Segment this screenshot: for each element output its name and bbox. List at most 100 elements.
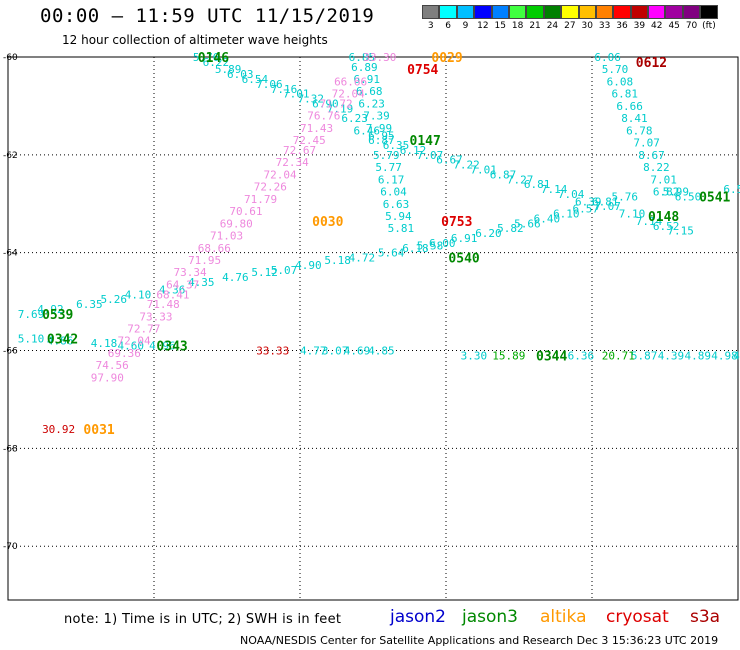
wave-height-value: 4.10 [125, 288, 152, 301]
wave-height-value: 69.36 [108, 347, 141, 360]
wave-height-value: 6.00 [429, 237, 456, 250]
wave-height-value: 64.37 [166, 278, 199, 291]
wave-height-value: 6.35 [383, 139, 410, 152]
wave-height-value: 30.92 [42, 423, 75, 436]
wave-height-value: 74.56 [96, 359, 129, 372]
wave-height-value: 7.32 [298, 93, 325, 106]
legend-s3a: s3a [690, 607, 721, 627]
wave-height-value: 7.06 [256, 78, 283, 91]
wave-height-value: 71.79 [244, 193, 277, 206]
wave-height-value: 7.14 [636, 215, 663, 228]
color-scale-label: 3 [427, 21, 434, 31]
wave-height-value: 6.52 [653, 220, 680, 233]
color-scale-swatch [439, 5, 457, 19]
wave-height-value: 4.43 [733, 349, 740, 362]
wave-height-value: 70.61 [229, 205, 262, 218]
legend-altika: altika [540, 607, 587, 627]
wave-height-value: 5.77 [375, 161, 402, 174]
wave-height-value: 4.86 [47, 335, 74, 348]
wave-height-value: 7.16 [271, 83, 298, 96]
wave-height-value: 6.63 [383, 198, 410, 211]
wave-height-map[interactable]: -60-62-64-66-68-70-120-117-114-111-108-1… [0, 0, 740, 605]
wave-height-value: 6.82 [653, 186, 680, 199]
wave-height-value: 4.98 [711, 349, 738, 362]
wave-height-value: 7.19 [327, 102, 354, 115]
wave-height-value: 6.54 [242, 73, 269, 86]
color-scale-swatch [456, 5, 475, 19]
wave-height-value: 73.33 [139, 310, 172, 323]
pass-time-label: 0753 [441, 215, 472, 230]
wave-height-value: 5.76 [193, 51, 220, 64]
wave-height-value: 6.18 [402, 242, 429, 255]
wave-height-value: 6.08 [607, 75, 634, 88]
wave-height-value: 6.23 [341, 112, 368, 125]
wave-height-value: 6.35 [76, 298, 103, 311]
wave-height-value: 4.18 [91, 337, 118, 350]
wave-height-value: 6.06 [594, 51, 621, 64]
wave-height-value: 71.43 [300, 122, 333, 135]
legend-cryosat: cryosat [606, 607, 669, 627]
wave-height-value: 4.69 [344, 345, 371, 358]
wave-height-value: 6.87 [368, 134, 395, 147]
credit-line: NOAA/NESDIS Center for Satellite Applica… [240, 634, 719, 647]
pass-time-label: 0146 [198, 51, 229, 66]
wave-height-value: 72.04 [332, 88, 365, 101]
wave-height-value: 4.60 [118, 340, 145, 353]
wave-height-value: 4.36 [159, 283, 186, 296]
color-scale-label: 39 [633, 21, 646, 31]
wave-height-value: 5.89 [215, 63, 242, 76]
map-frame [7, 56, 739, 601]
pass-time-label: 0540 [448, 252, 479, 267]
color-scale-label: 24 [546, 21, 559, 31]
color-scale-swatch [474, 5, 492, 19]
color-scale-labels: 3 6 9 12 15 18 21 24 27 30 33 36 39 42 45 70 (ft) [422, 21, 718, 31]
wave-height-value: 5.26 [100, 293, 127, 306]
wave-height-value: 6.90 [312, 97, 339, 110]
wave-height-value: 15.89 [492, 349, 525, 362]
latitude-label: -66 [3, 347, 18, 357]
wave-height-value: 4.92 [37, 303, 64, 316]
pass-time-label: 0612 [636, 56, 667, 71]
wave-height-value: 3.30 [461, 349, 488, 362]
color-scale-swatch [700, 5, 718, 19]
color-scale-swatch [543, 5, 562, 19]
wave-height-value: 69.80 [220, 217, 253, 230]
latitude-label: -62 [3, 151, 18, 161]
pass-time-label: 0342 [47, 332, 78, 347]
wave-height-value: 72.04 [264, 168, 297, 181]
wave-height-value: 5.99 [663, 186, 690, 199]
wave-height-value: 5.66 [514, 217, 541, 230]
wave-height-value: 6.23 [358, 97, 385, 110]
wave-height-value: 6.20 [475, 227, 502, 240]
wave-height-value: 72.77 [127, 323, 160, 336]
wave-height-value: 7.01 [470, 164, 497, 177]
wave-height-value: 8.67 [638, 149, 665, 162]
wave-height-value: 5.10 [18, 332, 45, 345]
wave-height-value: 6.68 [356, 85, 383, 98]
pass-time-label: 0754 [407, 63, 438, 78]
color-scale-swatch [508, 5, 527, 19]
wave-height-value: 20.71 [602, 349, 635, 362]
wave-height-value: 6.36 [568, 349, 595, 362]
pass-time-label: 0029 [431, 51, 462, 66]
wave-height-value: 6.04 [380, 186, 407, 199]
wave-height-value: 33.30 [363, 51, 396, 64]
wave-height-value: 71.72 [319, 97, 352, 110]
pass-time-label: 0148 [648, 210, 679, 225]
color-scale-label: 33 [598, 21, 611, 31]
wave-height-value: 6.67 [436, 154, 463, 167]
page-title: 00:00 – 11:59 UTC 11/15/2019 [40, 5, 375, 27]
legend-jason2: jason2 [390, 607, 446, 627]
wave-height-value: 71.48 [147, 298, 180, 311]
wave-height-value: 6.55 [723, 183, 740, 196]
wave-height-value: 7.39 [363, 110, 390, 123]
wave-height-value: 7.69 [18, 308, 45, 321]
legend-jason3: jason3 [462, 607, 518, 627]
color-scale-label: 27 [564, 21, 576, 31]
pass-time-label: 0030 [312, 215, 343, 230]
wave-height-value: 6.78 [626, 124, 653, 137]
pass-time-label: 0031 [83, 423, 114, 438]
page-subtitle: 12 hour collection of altimeter wave hei… [62, 33, 328, 47]
wave-height-value: 72.26 [254, 181, 287, 194]
color-scale-swatch [526, 5, 544, 19]
